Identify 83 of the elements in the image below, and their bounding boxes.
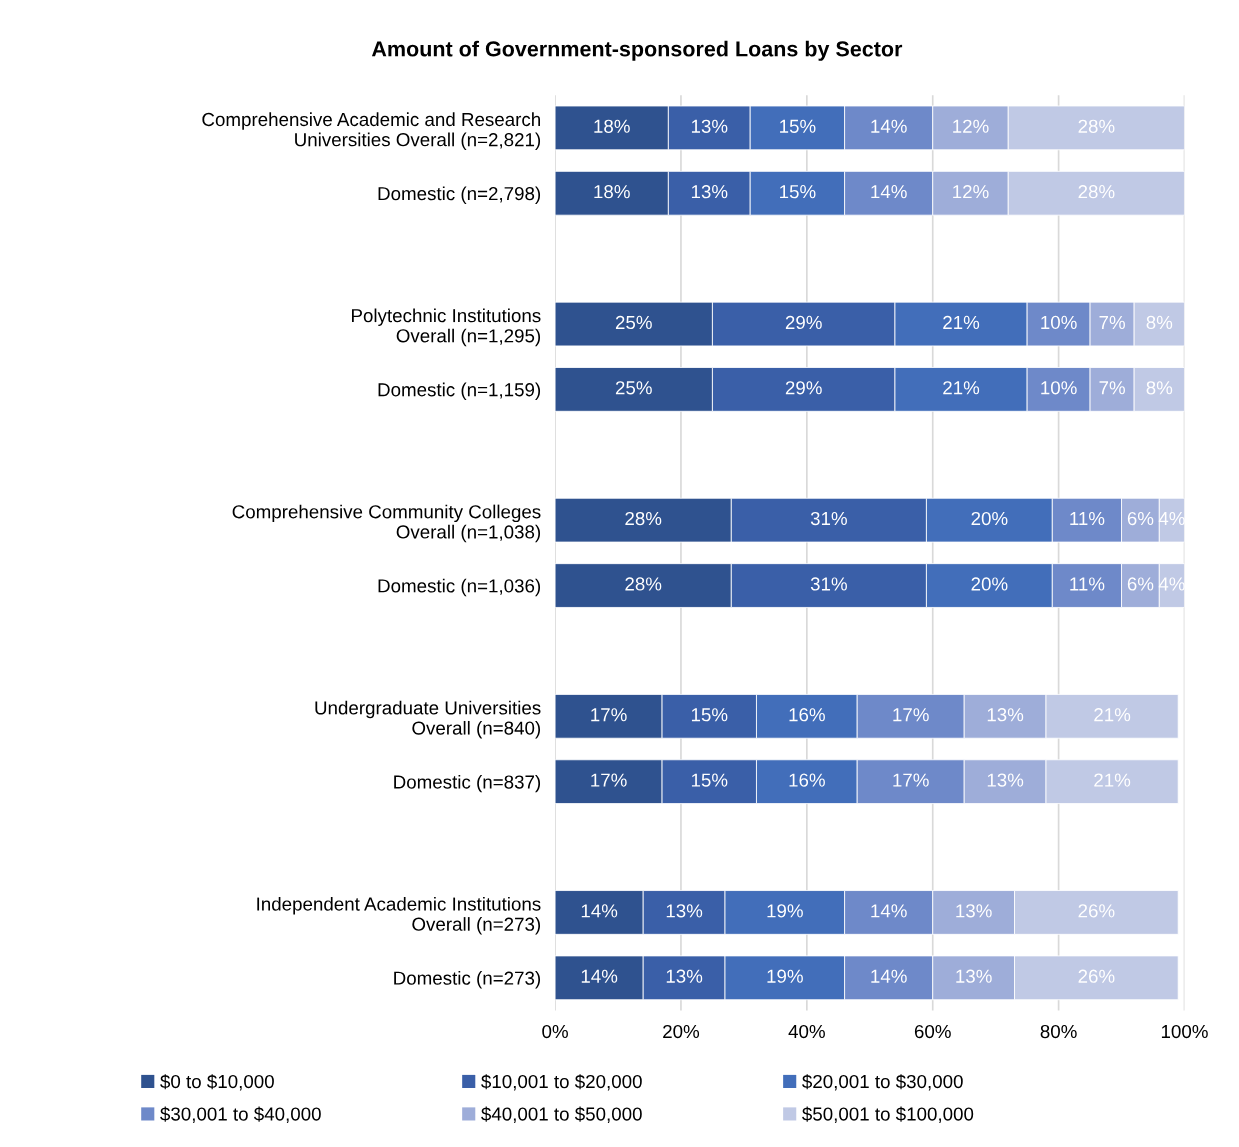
- data-label: 14%: [871, 185, 907, 199]
- data-label: 13%: [956, 969, 992, 983]
- data-label: 6%: [1127, 511, 1154, 526]
- x-tick-label: 100%: [1161, 1024, 1208, 1039]
- data-label: 31%: [810, 577, 847, 591]
- data-label: 14%: [871, 119, 907, 133]
- data-label: 19%: [767, 969, 803, 983]
- data-label: 17%: [591, 773, 627, 787]
- data-label: 28%: [625, 511, 662, 526]
- data-label: 26%: [1078, 969, 1115, 983]
- legend-label: $0 to $10,000: [160, 1074, 274, 1091]
- data-label: 12%: [953, 185, 989, 199]
- data-label: 29%: [785, 381, 822, 395]
- data-label: 14%: [871, 904, 907, 918]
- data-label: 13%: [691, 185, 728, 199]
- data-label: 14%: [871, 969, 907, 983]
- data-label: 14%: [581, 904, 618, 918]
- data-label: 16%: [789, 708, 825, 722]
- y-tick-label: Domestic (n=1,036): [378, 578, 541, 597]
- y-tick-label: Independent Academic Institutions Overall (n=273): [257, 896, 541, 935]
- data-label: 8%: [1146, 381, 1173, 395]
- data-label: 4%: [1158, 512, 1185, 526]
- data-label: 28%: [625, 577, 662, 591]
- x-tick-label: 80%: [1040, 1024, 1077, 1039]
- data-label: 15%: [691, 708, 728, 722]
- data-label: 10%: [1041, 315, 1077, 330]
- data-label: 15%: [691, 773, 728, 787]
- data-label: 28%: [1078, 185, 1115, 199]
- y-tick-label: Undergraduate Universities Overall (n=840): [315, 700, 541, 739]
- y-tick-label: Domestic (n=837): [394, 774, 541, 793]
- data-label: 11%: [1070, 512, 1105, 526]
- data-label: 14%: [581, 969, 618, 983]
- data-label: 17%: [893, 708, 929, 722]
- data-label: 8%: [1146, 315, 1173, 330]
- data-label: 18%: [594, 119, 630, 133]
- data-label: 26%: [1078, 904, 1115, 918]
- data-label: 7%: [1099, 381, 1125, 395]
- data-label: 15%: [780, 185, 816, 199]
- legend-label: $10,001 to $20,000: [481, 1074, 642, 1091]
- x-tick-label: 0%: [542, 1024, 568, 1039]
- data-label: 20%: [971, 577, 1008, 591]
- data-label: 13%: [691, 119, 728, 133]
- data-label: 21%: [1094, 708, 1131, 722]
- data-label: 18%: [594, 185, 630, 199]
- y-tick-label: Domestic (n=273): [394, 971, 541, 989]
- data-label: 13%: [956, 904, 992, 918]
- y-tick-label: Domestic (n=1,159): [378, 382, 541, 401]
- chart-title: Amount of Government-sponsored Loans by Sector: [371, 40, 903, 61]
- data-label: 28%: [1078, 119, 1115, 133]
- data-label: 13%: [987, 773, 1024, 787]
- data-label: 13%: [666, 904, 703, 918]
- x-tick-label: 20%: [663, 1024, 700, 1039]
- data-label: 4%: [1158, 577, 1185, 591]
- data-label: 17%: [893, 773, 929, 787]
- data-label: 17%: [591, 708, 627, 722]
- data-label: 6%: [1127, 577, 1154, 591]
- data-label: 21%: [1094, 773, 1131, 787]
- x-tick-label: 40%: [788, 1024, 825, 1039]
- data-label: 12%: [953, 119, 989, 133]
- y-tick-label: Comprehensive Academic and Research Universities Overall (n=2,821): [202, 112, 541, 151]
- data-label: 31%: [810, 511, 847, 526]
- data-label: 21%: [943, 381, 980, 395]
- legend-label: $40,001 to $50,000: [481, 1106, 642, 1123]
- data-label: 21%: [943, 315, 980, 329]
- legend-label: $20,001 to $30,000: [802, 1074, 963, 1091]
- data-label: 20%: [971, 511, 1008, 526]
- legend-label: $50,001 to $100,000: [802, 1106, 974, 1123]
- data-label: 10%: [1041, 381, 1077, 395]
- data-label: 7%: [1099, 315, 1125, 329]
- y-tick-label: Domestic (n=2,798): [378, 186, 541, 204]
- data-label: 19%: [767, 904, 803, 918]
- data-label: 15%: [780, 119, 816, 133]
- y-tick-label: Comprehensive Community Colleges Overall (n=1,038): [232, 504, 541, 543]
- data-label: 29%: [785, 315, 822, 330]
- x-tick-label: 60%: [914, 1024, 951, 1039]
- data-label: 25%: [615, 315, 652, 330]
- data-label: 13%: [666, 969, 703, 983]
- data-label: 13%: [987, 708, 1024, 722]
- legend-label: $30,001 to $40,000: [160, 1106, 321, 1123]
- data-label: 25%: [615, 381, 652, 395]
- y-tick-label: Polytechnic Institutions Overall (n=1,295): [352, 308, 541, 347]
- data-label: 11%: [1070, 577, 1105, 591]
- data-label: 16%: [789, 773, 825, 787]
